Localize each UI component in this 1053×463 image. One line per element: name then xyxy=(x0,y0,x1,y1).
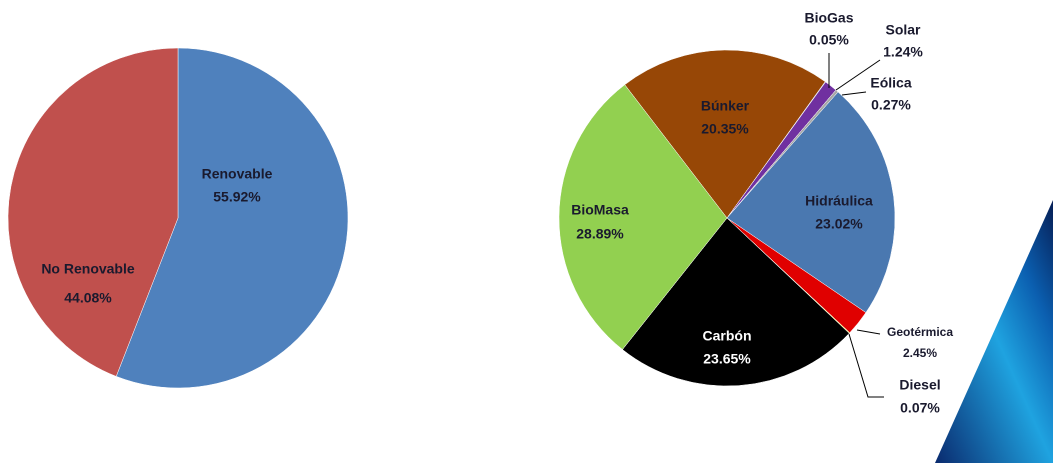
pie-slice xyxy=(622,217,850,387)
value-label: 2.45% xyxy=(903,346,937,360)
value-label: 44.08% xyxy=(64,290,112,306)
slice-label: Eólica xyxy=(870,75,911,91)
pie-slice xyxy=(558,84,728,350)
pie-slice xyxy=(115,47,349,389)
decoration xyxy=(935,200,1053,463)
value-label: 23.02% xyxy=(815,216,863,232)
slice-label: Solar xyxy=(885,22,921,38)
value-label: 0.07% xyxy=(900,400,940,416)
slice-label: BioMasa xyxy=(571,202,629,218)
leaders xyxy=(828,53,884,398)
value-label: 0.27% xyxy=(871,97,911,113)
pie-slice xyxy=(624,49,826,219)
slice-label: Carbón xyxy=(703,328,752,344)
value-label: 28.89% xyxy=(576,226,624,242)
slice-label: Geotérmica xyxy=(887,325,953,339)
value-label: 55.92% xyxy=(213,189,261,205)
slice-label: Búnker xyxy=(701,98,750,114)
value-label: 1.24% xyxy=(883,44,923,60)
slice-label: Renovable xyxy=(202,166,273,182)
value-label: 23.65% xyxy=(703,351,751,367)
pie-slice xyxy=(7,47,179,377)
slice-label: Hidráulica xyxy=(805,193,873,209)
value-label: 0.05% xyxy=(809,32,849,48)
value-label: 20.35% xyxy=(701,121,749,137)
slice-label: BioGas xyxy=(804,10,853,26)
slice-label: Diesel xyxy=(899,377,940,393)
charts xyxy=(7,47,896,389)
slice-label: No Renovable xyxy=(41,261,135,277)
pie-slice xyxy=(726,91,896,313)
